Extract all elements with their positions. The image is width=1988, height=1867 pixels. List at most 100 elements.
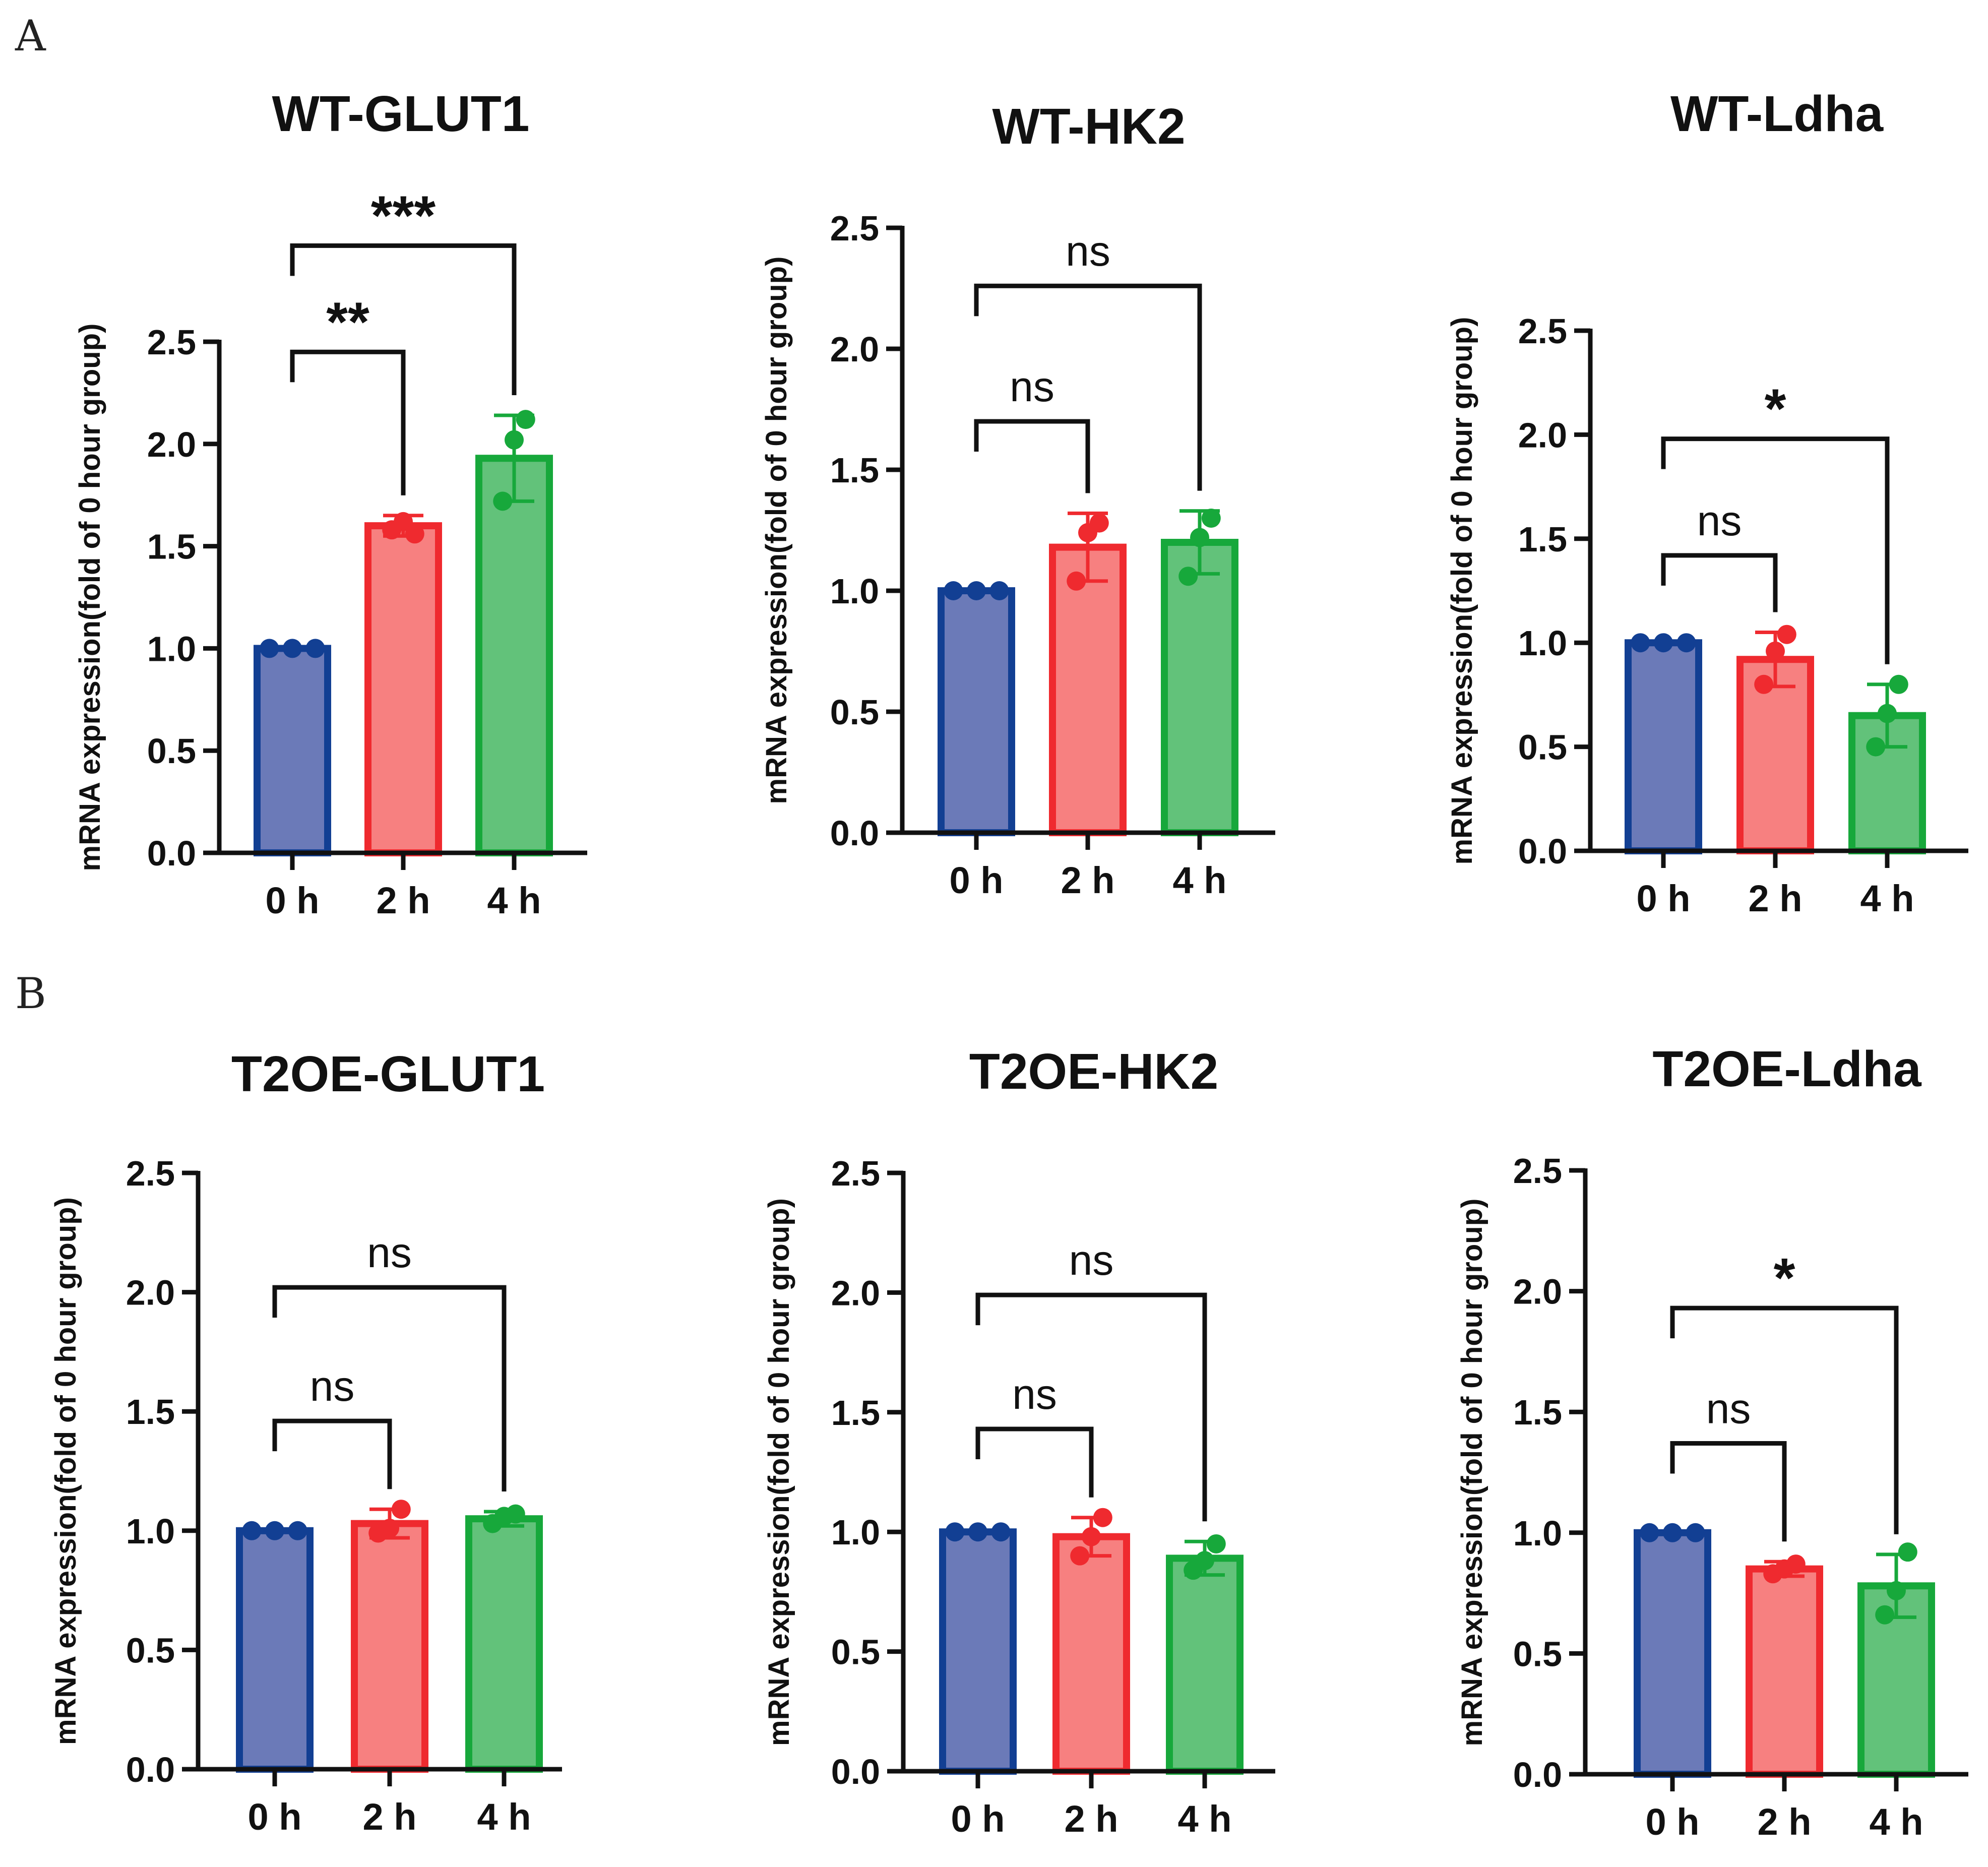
bar-0h [1634, 1529, 1711, 1778]
data-point [394, 512, 413, 531]
data-point [505, 430, 524, 450]
chart-wt-ldha: WT-Ldha mRNA expression(fold of 0 hour gr… [1446, 86, 1968, 919]
data-point [1190, 528, 1209, 547]
x-tick-label: 0 h [266, 880, 320, 921]
data-point [506, 1504, 525, 1524]
data-point [260, 639, 279, 658]
x-tick-label: 0 h [1637, 878, 1691, 919]
significance-bracket [290, 243, 517, 396]
y-tick-label: 2.5 [830, 209, 879, 248]
chart-title: T2OE-HK2 [969, 1043, 1219, 1100]
bar-2h [1052, 1533, 1130, 1775]
data-point [1663, 1523, 1682, 1542]
y-tick-label: 1.0 [147, 629, 196, 668]
data-point [1093, 1508, 1112, 1527]
data-point [1887, 1581, 1906, 1600]
y-tick-label: 0.5 [830, 693, 879, 732]
significance-label: ns [1012, 1371, 1057, 1418]
bar-2h [1049, 543, 1127, 836]
significance-label: *** [371, 184, 436, 246]
y-tick-label: 2.0 [147, 425, 196, 464]
bar-2h [1746, 1565, 1823, 1778]
data-point [968, 1522, 987, 1542]
chart-grid: WT-GLUT1 mRNA expression(fold of 0 hour g… [49, 86, 1968, 1843]
bar-0h [236, 1527, 314, 1773]
y-tick-label: 1.5 [126, 1392, 175, 1432]
y-tick-label: 0.0 [831, 1752, 880, 1791]
y-tick-label: 0.5 [126, 1631, 175, 1670]
chart-title: WT-GLUT1 [272, 86, 529, 142]
bar-2h [351, 1520, 428, 1773]
bar-4h [1161, 539, 1238, 836]
significance-label: ns [367, 1229, 412, 1276]
chart-t2oe-ldha: T2OE-Ldha mRNA expression(fold of 0 hour … [1456, 1041, 1968, 1843]
data-point [283, 639, 302, 658]
chart-title: WT-HK2 [992, 98, 1185, 155]
significance-label: ns [310, 1362, 355, 1410]
data-point [991, 1522, 1011, 1542]
significance-label: ns [1697, 497, 1742, 544]
significance-bracket [1670, 1305, 1899, 1534]
y-tick-label: 1.0 [126, 1512, 175, 1551]
significance-bracket [1661, 437, 1890, 664]
chart-title: T2OE-Ldha [1652, 1041, 1922, 1097]
significance-bracket [1670, 1441, 1787, 1542]
bar-4h [475, 455, 553, 856]
bar-0h [939, 1528, 1017, 1775]
data-point [265, 1521, 284, 1540]
data-point [516, 410, 535, 429]
data-point [1089, 513, 1109, 533]
data-point [1654, 633, 1673, 653]
y-axis-label: mRNA expression(fold of 0 hour group) [74, 324, 106, 872]
chart-title: T2OE-GLUT1 [231, 1046, 545, 1102]
significance-bracket [272, 1418, 392, 1489]
data-point [1195, 1551, 1214, 1571]
y-tick-label: 1.0 [1513, 1514, 1562, 1553]
significance-label: * [1774, 1247, 1795, 1309]
data-point [1777, 625, 1796, 644]
panel-label-b: B [15, 969, 46, 1018]
y-tick-label: 2.0 [126, 1273, 175, 1313]
significance-bracket [974, 419, 1090, 493]
y-tick-label: 0.0 [126, 1750, 175, 1789]
data-point [967, 581, 986, 600]
data-point [1206, 1534, 1226, 1553]
y-tick-label: 2.5 [147, 323, 196, 362]
y-tick-label: 0.5 [831, 1633, 880, 1672]
y-tick-label: 1.5 [147, 527, 196, 567]
data-point [1201, 509, 1221, 528]
data-point [380, 1519, 399, 1538]
data-point [1676, 633, 1696, 653]
x-tick-label: 2 h [1749, 878, 1803, 919]
chart-title: WT-Ldha [1670, 86, 1884, 142]
y-axis-label: mRNA expression(fold of 0 hour group) [1446, 317, 1478, 865]
data-point [1640, 1523, 1659, 1542]
significance-bracket [1661, 553, 1778, 612]
y-tick-label: 2.0 [830, 330, 879, 369]
y-tick-label: 0.5 [147, 731, 196, 771]
data-point [1766, 641, 1785, 661]
x-tick-label: 4 h [1178, 1798, 1232, 1840]
significance-label: * [1765, 378, 1786, 440]
y-tick-label: 0.5 [1513, 1634, 1562, 1673]
x-tick-label: 0 h [951, 1798, 1005, 1840]
y-tick-label: 0.0 [1518, 832, 1567, 871]
chart-wt-hk2: WT-HK2 mRNA expression(fold of 0 hour gro… [760, 98, 1275, 901]
bar-4h [465, 1515, 543, 1773]
data-point [1754, 674, 1774, 694]
y-tick-label: 2.5 [831, 1154, 880, 1193]
x-tick-label: 2 h [1065, 1798, 1119, 1840]
significance-bracket [290, 349, 406, 495]
y-tick-label: 2.5 [1518, 312, 1567, 351]
y-tick-label: 1.5 [831, 1393, 880, 1433]
significance-label: ns [1010, 363, 1054, 410]
data-point [1889, 674, 1908, 694]
y-tick-label: 2.0 [1513, 1272, 1562, 1312]
y-axis-label: mRNA expression(fold of 0 hour group) [1456, 1199, 1488, 1747]
y-tick-label: 1.5 [830, 451, 879, 490]
y-tick-label: 1.0 [1518, 624, 1567, 663]
chart-t2oe-hk2: T2OE-HK2 mRNA expression(fold of 0 hour g… [763, 1043, 1275, 1840]
data-point [391, 1500, 411, 1519]
data-point [989, 581, 1009, 600]
chart-t2oe-glut1: T2OE-GLUT1 mRNA expression(fold of 0 hour… [49, 1046, 562, 1838]
